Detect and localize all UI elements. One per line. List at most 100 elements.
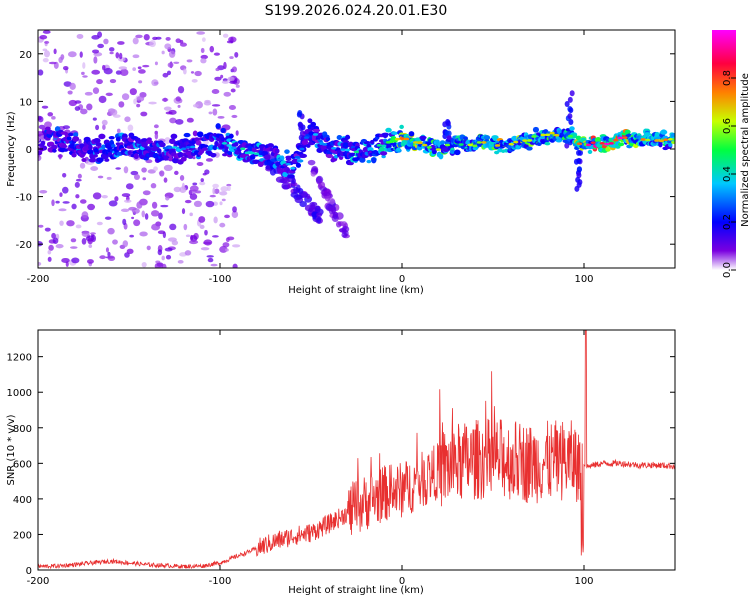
spectrogram-noise-blob [200,58,207,64]
spectrogram-noise-blob [224,214,230,219]
spectrogram-noise-blob [179,42,187,47]
spectrogram-noise-blob [328,207,334,215]
spectrogram-spike [576,149,582,156]
spectrogram-cell [392,131,398,135]
spectrogram-noise-blob [173,61,180,64]
spectrogram-noise-blob [201,37,206,42]
spectrogram-ytick-label: 10 [19,97,32,108]
spectrogram-noise-blob [84,91,93,96]
spectrogram-noise-blob [191,78,198,83]
spectrogram-cell [60,144,68,149]
spectrogram-cell [194,137,200,141]
spectrogram-core [567,134,573,138]
spectrogram-noise-blob [165,111,173,115]
spectrogram-cell [228,134,234,139]
spectrogram-noise-blob [234,51,239,58]
spectrogram-spike [444,130,450,137]
spectrogram-noise-blob [124,116,131,123]
spectrogram-noise-blob [204,229,208,236]
spectrogram-noise-blob [341,232,348,238]
spectrogram-core [672,138,675,141]
spectrogram-noise-blob [88,244,93,249]
spectrogram-cell [66,136,72,141]
spectrogram-noise-blob [87,259,94,264]
spectrogram-cell [170,133,178,140]
spectrogram-core [299,147,305,151]
spectrogram-noise-blob [97,43,104,49]
spectrogram-cell [88,145,93,150]
spectrogram-noise-blob [39,34,48,40]
spectrogram-spike [442,121,448,128]
spectrogram-noise-blob [166,70,172,76]
spectrogram-core [494,144,501,147]
spectrogram-noise-blob [175,38,181,43]
spectrogram-noise-blob [168,50,176,58]
spectrogram-noise-blob [141,210,146,218]
spectrogram-noise-blob [110,109,118,116]
spectrogram-noise-blob [165,254,172,260]
spectrogram-noise-blob [103,38,109,45]
spectrogram-core [549,131,555,135]
spectrogram-cell [419,135,427,140]
spectrogram-core [253,152,259,156]
spectrogram-spike [576,172,582,179]
spectrogram-noise-blob [96,221,103,226]
spectrogram-cell [671,140,675,144]
spectrogram-noise-blob [209,194,216,198]
spectrogram-noise-blob [186,117,194,123]
spectrogram-core [167,146,173,149]
spectrogram-cell [367,147,374,152]
spectrogram-cell [366,143,372,148]
spectrogram-noise-blob [61,257,70,264]
spectrogram-noise-blob [200,178,204,183]
spectrogram-noise-blob [163,164,173,172]
spectrogram-cell [215,123,221,130]
spectrogram-noise-blob [223,91,232,97]
spectrogram-noise-blob [161,50,165,55]
spectrogram-noise-blob [184,250,192,256]
spectrogram-noise-blob [155,260,161,264]
spectrogram-noise-blob [62,66,69,71]
spectrogram-core [590,141,596,144]
spectrogram-noise-blob [203,140,209,145]
spectrogram-cell [267,143,275,148]
spectrogram-cell [93,137,101,144]
spectrogram-core [522,139,528,142]
spectrogram-core [399,137,405,140]
spectrogram-core [513,140,519,144]
spectrogram-core [276,158,282,162]
spectrogram-noise-blob [63,81,72,87]
spectrogram-noise-blob [162,72,169,78]
spectrogram-noise-blob [78,138,82,145]
spectrogram-noise-blob [194,70,202,77]
spectrogram-noise-blob [219,191,228,196]
spectrogram-noise-blob [76,33,84,39]
spectrogram-noise-blob [154,132,159,140]
spectrogram-noise-blob [227,76,235,82]
spectrogram-noise-blob [226,40,234,44]
spectrogram-cell [492,136,498,142]
spectrogram-core [322,143,328,146]
spectrogram-core [472,144,478,148]
spectrogram-noise-blob [213,216,218,224]
spectrogram-noise-blob [68,99,78,107]
spectrogram-cell [570,133,578,139]
spectrogram-cell [264,154,271,161]
spectrogram-noise-blob [92,49,100,54]
spectrogram-cell [544,141,551,146]
spectrogram-noise-blob [192,104,199,108]
spectrogram-noise-blob [87,237,93,245]
spectrogram-cell [587,149,593,154]
spectrogram-noise-blob [115,167,121,170]
spectrogram-noise-blob [51,232,56,239]
spectrogram-noise-blob [70,238,77,243]
spectrogram-noise-blob [161,255,165,261]
spectrogram-noise-blob [42,30,51,34]
spectrogram-noise-blob [90,166,99,171]
spectrogram-noise-blob [71,203,77,210]
spectrogram-noise-blob [189,185,199,192]
spectrogram-noise-blob [98,95,107,104]
